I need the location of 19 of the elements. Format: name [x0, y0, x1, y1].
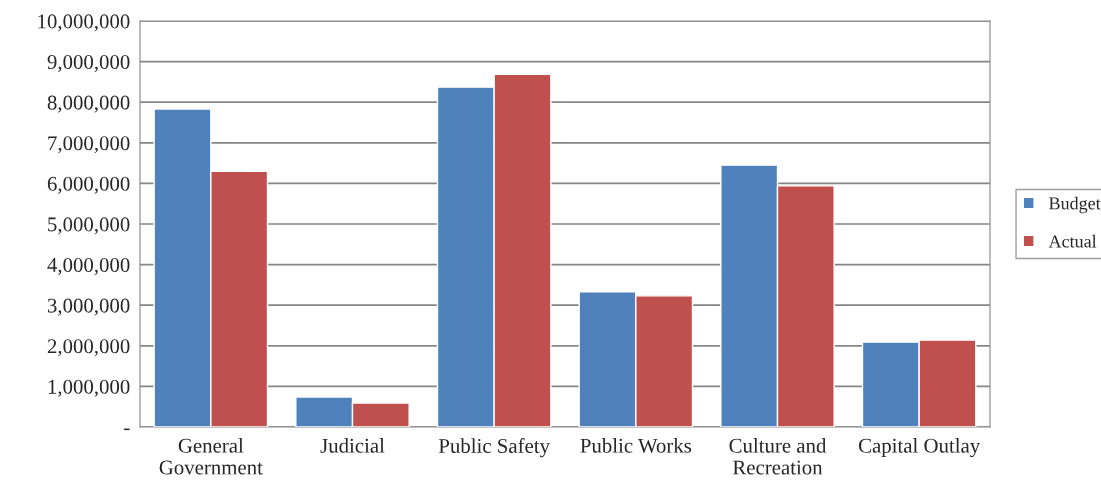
x-tick-label: Public Safety: [438, 438, 550, 458]
y-tick-label: 1,000,000: [48, 379, 130, 397]
y-tick-label: 4,000,000: [47, 257, 130, 276]
y-tick-label: 5,000,000: [48, 217, 130, 235]
y-tick-label: 3,000,000: [47, 298, 130, 316]
x-tick-label: Capital Outlay: [858, 438, 981, 458]
x-tick-label: Public Works: [580, 438, 692, 453]
x-tick-label: Judicial: [320, 438, 385, 453]
y-tick-label: 7,000,000: [48, 136, 130, 154]
y-tick-label: 6,000,000: [47, 176, 130, 194]
legend-label: Budget: [1049, 196, 1101, 214]
x-tick-label: General Government: [159, 438, 263, 475]
y-tick-label: 9,000,000: [47, 54, 130, 73]
x-tick-label: Culture and Recreation: [729, 438, 827, 475]
y-tick-label: 2,000,000: [47, 339, 130, 357]
y-tick-label: 8,000,000: [47, 95, 130, 113]
legend-label: Actual: [1048, 234, 1097, 248]
y-tick-label: 10,000,000: [38, 14, 130, 32]
y-tick-label: -: [124, 428, 130, 431]
